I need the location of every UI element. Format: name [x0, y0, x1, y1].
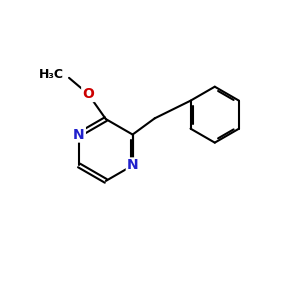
- Text: O: O: [82, 87, 94, 101]
- Text: N: N: [127, 158, 138, 172]
- Text: H₃C: H₃C: [39, 68, 64, 81]
- Text: N: N: [73, 128, 85, 142]
